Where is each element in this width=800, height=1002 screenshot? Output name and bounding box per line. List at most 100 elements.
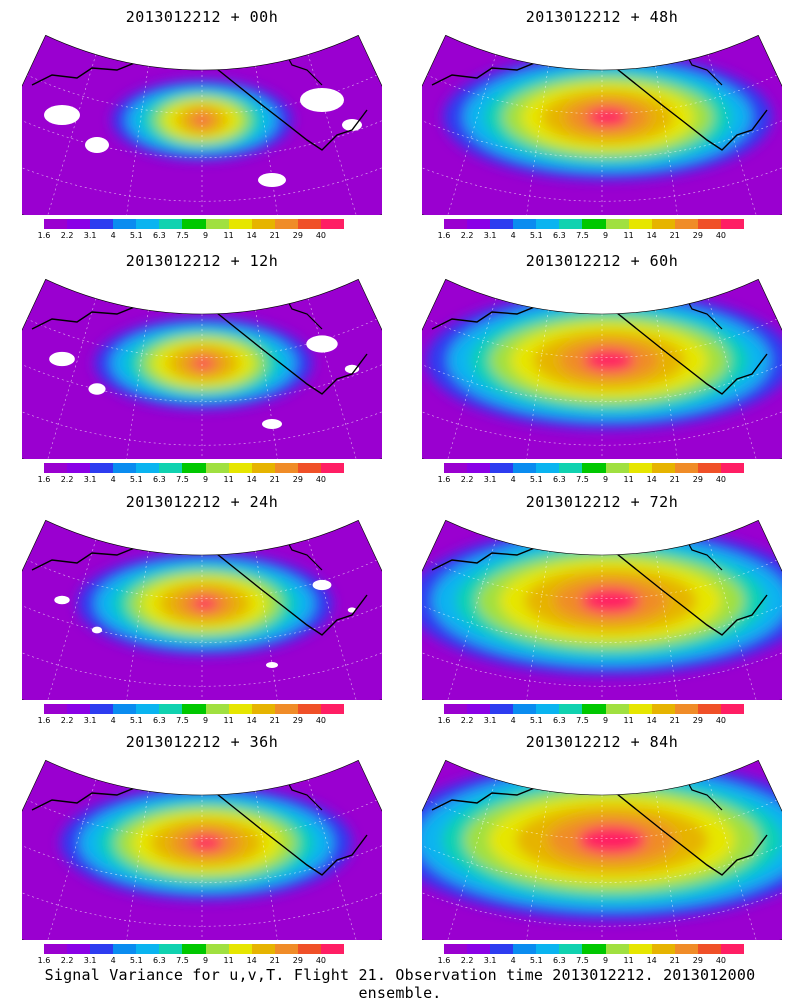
graticule-latitude bbox=[427, 799, 777, 840]
missing-data-region bbox=[344, 364, 360, 374]
colorbar-swatch bbox=[628, 219, 652, 229]
colorbar-swatch bbox=[67, 219, 91, 229]
graticule-longitude bbox=[307, 779, 359, 940]
colorbar-swatch bbox=[228, 944, 252, 954]
colorbar-swatch bbox=[320, 219, 345, 229]
colorbar-swatch bbox=[274, 463, 298, 473]
colorbar-swatch bbox=[490, 704, 514, 714]
colorbar-swatch bbox=[113, 219, 137, 229]
colorbar-swatch bbox=[136, 704, 160, 714]
map-outline bbox=[422, 759, 782, 940]
colorbar-swatch bbox=[251, 944, 275, 954]
colorbar-label: 2.2 bbox=[60, 716, 74, 725]
graticule-longitude bbox=[655, 66, 682, 215]
colorbar-swatch bbox=[90, 463, 114, 473]
colorbar-swatch bbox=[444, 219, 468, 229]
colorbar-labels: 1.6 2.2 3.1 4 5.1 6.3 7.5 9 11 14 21 29 40 bbox=[38, 716, 344, 726]
missing-data-region bbox=[54, 595, 70, 605]
colorbar-swatch bbox=[605, 944, 629, 954]
colorbar-swatch bbox=[182, 704, 206, 714]
graticule-longitude bbox=[445, 539, 497, 700]
variance-contour bbox=[192, 596, 218, 611]
graticule-latitude bbox=[22, 879, 382, 927]
colorbar-swatch bbox=[697, 944, 721, 954]
colorbar-labels: 1.6 2.2 3.1 4 5.1 6.3 7.5 9 11 14 21 29 40 bbox=[38, 956, 344, 966]
colorbar-label: 40 bbox=[715, 475, 727, 484]
colorbar-swatch bbox=[320, 463, 345, 473]
colorbar-swatch bbox=[182, 944, 206, 954]
colorbar-label: 21 bbox=[269, 231, 280, 240]
colorbar-swatch bbox=[513, 219, 537, 229]
colorbar-swatch bbox=[605, 704, 629, 714]
colorbar-label: 29 bbox=[692, 956, 703, 965]
colorbar-swatch bbox=[182, 219, 206, 229]
colorbar-label: 3.1 bbox=[83, 231, 97, 240]
colorbar-label: 14 bbox=[646, 956, 657, 965]
colorbar-label: 2.2 bbox=[460, 956, 474, 965]
colorbar-labels: 1.6 2.2 3.1 4 5.1 6.3 7.5 9 11 14 21 29 40 bbox=[38, 231, 344, 241]
variance-field bbox=[60, 785, 352, 900]
colorbar-label: 6.3 bbox=[553, 956, 566, 965]
colorbar-swatch bbox=[251, 219, 275, 229]
graticule-longitude bbox=[255, 66, 282, 215]
colorbar-swatch bbox=[274, 944, 298, 954]
panel-title: 2013012212 + 72h bbox=[525, 493, 679, 511]
missing-data-region bbox=[300, 88, 344, 112]
colorbar-label: 7.5 bbox=[176, 231, 189, 240]
colorbar-label: 11 bbox=[223, 231, 234, 240]
colorbar-label: 40 bbox=[715, 956, 727, 965]
colorbar-swatch bbox=[274, 219, 298, 229]
colorbar-label: 5.1 bbox=[529, 716, 543, 725]
panel-title: 2013012212 + 84h bbox=[525, 733, 679, 751]
colorbar-swatch bbox=[159, 944, 183, 954]
colorbar-label: 29 bbox=[292, 231, 303, 240]
colorbar-swatch bbox=[605, 219, 629, 229]
colorbar-label: 11 bbox=[623, 956, 634, 965]
graticule-longitude bbox=[522, 791, 549, 940]
colorbar-label: 7.5 bbox=[576, 716, 589, 725]
colorbar-swatch bbox=[559, 219, 583, 229]
colorbar-label: 14 bbox=[246, 475, 257, 484]
graticule-longitude bbox=[445, 779, 497, 940]
graticule-longitude bbox=[45, 298, 97, 459]
colorbar-label: 3.1 bbox=[483, 956, 497, 965]
colorbar-label: 4 bbox=[110, 475, 116, 484]
graticule-latitude bbox=[27, 799, 377, 840]
colorbar bbox=[44, 219, 345, 229]
colorbar-label: 6.3 bbox=[153, 475, 166, 484]
colorbar-label: 14 bbox=[246, 716, 257, 725]
map-outline bbox=[422, 278, 782, 459]
colorbar-label: 21 bbox=[669, 956, 680, 965]
colorbar-swatch bbox=[582, 219, 606, 229]
colorbar-swatch bbox=[651, 704, 675, 714]
colorbar-swatch bbox=[674, 463, 698, 473]
colorbar-swatch bbox=[720, 463, 745, 473]
colorbar-swatch bbox=[513, 704, 537, 714]
map-outline bbox=[22, 759, 382, 940]
colorbar-swatch bbox=[467, 944, 491, 954]
colorbar-label: 9 bbox=[602, 716, 609, 725]
graticule-longitude bbox=[522, 310, 549, 459]
missing-data-region bbox=[342, 119, 362, 131]
colorbar-swatch bbox=[274, 704, 298, 714]
colorbar-label: 2.2 bbox=[460, 475, 474, 484]
forecast-panel: 2013012212 + 12h 1.6 2.2 3.1 4 5.1 6.3 7.5 9 11 14… bbox=[22, 252, 382, 497]
colorbar-label: 7.5 bbox=[176, 716, 189, 725]
colorbar-label: 21 bbox=[269, 475, 280, 484]
colorbar-swatch bbox=[536, 463, 560, 473]
variance-contour bbox=[586, 107, 629, 127]
colorbar-label: 7.5 bbox=[576, 475, 589, 484]
panel-title: 2013012212 + 12h bbox=[125, 252, 279, 270]
colorbar-label: 14 bbox=[646, 475, 657, 484]
colorbar-swatch bbox=[697, 463, 721, 473]
colorbar-label: 14 bbox=[646, 716, 657, 725]
colorbar-swatch bbox=[582, 704, 606, 714]
missing-data-region bbox=[258, 173, 286, 187]
colorbar-label: 4 bbox=[510, 716, 516, 725]
colorbar-swatch bbox=[467, 704, 491, 714]
variance-map bbox=[22, 759, 382, 940]
graticule-latitude bbox=[27, 318, 377, 359]
colorbar-swatch bbox=[559, 704, 583, 714]
colorbar-label: 5.1 bbox=[129, 956, 143, 965]
colorbar-swatch bbox=[582, 463, 606, 473]
